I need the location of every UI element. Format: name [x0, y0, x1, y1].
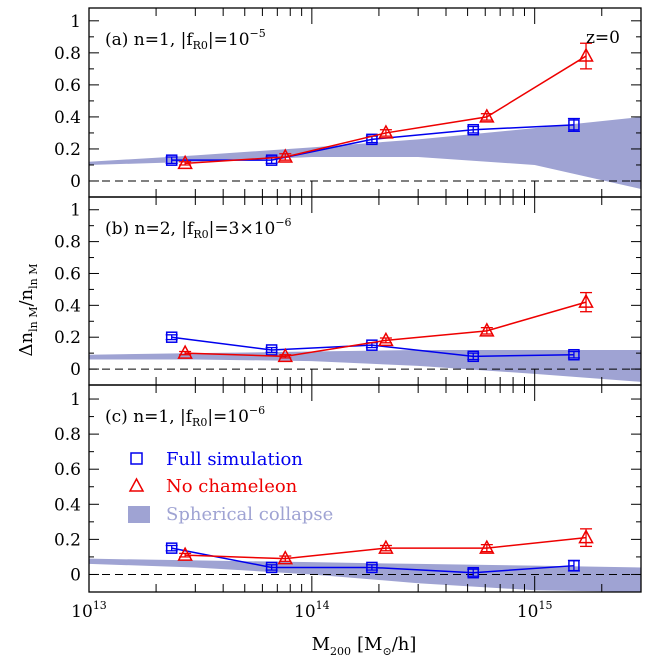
legend: Full simulation No chameleon Spherical c… [128, 449, 333, 525]
y-tick-label-b-3: 0.6 [54, 264, 81, 284]
full-point-b-1 [265, 344, 278, 356]
y-tick-label-c-2: 0.4 [54, 495, 81, 515]
svg-text:Δnln M/nln M: Δnln M/nln M [16, 263, 40, 356]
full-point-a-0 [165, 154, 178, 166]
full-point-a-1 [265, 154, 278, 166]
y-tick-label-a-1: 0.2 [54, 140, 81, 160]
panels-layer: 0 0.2 0.4 0.6 0.8 1 (a) n=1, |fR0|=10−5 z=0 0 0.2… [54, 7, 642, 622]
y-axis-title: Δnln M/nln M [16, 263, 40, 356]
legend-nocham-marker [128, 477, 145, 492]
y-tick-label-a-4: 0.8 [54, 44, 81, 64]
x-axis-title-unit: [M [357, 634, 382, 655]
full-point-a-3 [467, 123, 479, 136]
full-point-c-0 [165, 542, 178, 554]
legend-spherical-label: Spherical collapse [166, 504, 333, 525]
panel-label-a: (a) n=1, |fR0|=10−5 [105, 27, 266, 52]
full-point-c-1 [265, 561, 278, 574]
y-tick-label-c-1: 0.2 [54, 530, 81, 550]
y-tick-label-c-0: 0 [70, 565, 81, 585]
nocham-point-b-4 [578, 293, 594, 308]
y-axis-title-delta: Δn [16, 332, 37, 357]
x-axis-title-unit-end: /h] [392, 634, 417, 655]
nocham-line-b [185, 301, 587, 358]
panel-c: 0 0.2 0.4 0.6 0.8 1 (c) n=1, |fR0|=10−6 [54, 384, 642, 593]
nocham-point-c-0 [177, 546, 193, 561]
full-point-a-2 [366, 133, 378, 146]
full-point-b-4 [568, 348, 580, 361]
nocham-point-c-2 [378, 539, 394, 554]
nocham-point-b-0 [177, 344, 193, 359]
y-tick-label-c-5: 1 [70, 390, 81, 410]
full-point-b-3 [467, 350, 479, 363]
full-point-b-0 [165, 331, 178, 343]
legend-spherical-marker [128, 506, 150, 523]
full-point-b-2 [366, 339, 378, 351]
spherical-band-a [89, 116, 641, 189]
y-tick-label-b-1: 0.2 [54, 328, 81, 348]
y-tick-label-b-2: 0.4 [54, 296, 81, 316]
full-point-c-3 [467, 566, 479, 579]
y-tick-label-b-5: 1 [70, 201, 81, 221]
y-tick-label-a-5: 1 [70, 12, 81, 32]
nocham-point-b-3 [479, 322, 495, 337]
y-tick-label-a-3: 0.6 [54, 76, 81, 96]
y-tick-label-c-4: 0.8 [54, 425, 81, 445]
nocham-point-c-4 [578, 529, 594, 544]
y-tick-label-a-0: 0 [70, 172, 81, 192]
legend-full-label: Full simulation [166, 449, 303, 470]
nocham-point-a-2 [378, 124, 394, 139]
x-axis-title-sub: 200 [330, 645, 351, 658]
nocham-point-b-1 [277, 347, 294, 363]
nocham-point-a-3 [479, 108, 495, 123]
nocham-point-b-2 [378, 331, 394, 347]
x-tick-label-2: 1015 [517, 599, 553, 622]
full-point-a-4 [568, 119, 580, 131]
x-axis-title-main: M [312, 634, 330, 655]
full-point-c-4 [568, 559, 580, 572]
spherical-band-b [89, 349, 641, 382]
full-point-c-2 [366, 561, 378, 574]
redshift-label-a: z=0 [586, 28, 620, 48]
nocham-point-a-4 [578, 47, 594, 62]
nocham-point-a-1 [277, 148, 294, 163]
y-axis-title-sub1: ln M [27, 307, 40, 332]
x-axis-title: M200 [M⊙/h] [312, 634, 417, 658]
panel-a: 0 0.2 0.4 0.6 0.8 1 (a) n=1, |fR0|=10−5 z=0 [54, 7, 642, 198]
x-axis-title-unit-sub: ⊙ [382, 645, 391, 658]
nocham-point-c-1 [277, 550, 294, 565]
panel-label-c: (c) n=1, |fR0|=10−6 [105, 404, 265, 429]
y-tick-label-a-2: 0.4 [54, 108, 81, 128]
y-tick-label-c-3: 0.6 [54, 460, 81, 480]
y-tick-label-b-4: 0.8 [54, 233, 81, 253]
nocham-point-a-0 [177, 154, 193, 170]
nocham-point-c-3 [479, 539, 495, 554]
x-tick-label-1: 1014 [294, 599, 330, 622]
legend-full-marker [130, 452, 143, 465]
spherical-band-c [89, 558, 641, 592]
legend-nocham-label: No chameleon [166, 476, 298, 497]
y-tick-label-b-0: 0 [70, 360, 81, 380]
x-tick-label-0: 1013 [71, 599, 107, 622]
y-axis-title-sub2: ln M [27, 263, 40, 288]
y-axis-title-slash: /n [16, 288, 37, 306]
panel-label-b: (b) n=2, |fR0|=3×10−6 [105, 216, 292, 241]
panel-frame-c [88, 384, 642, 593]
panel-b: 0 0.2 0.4 0.6 0.8 1 (b) n=2, |fR0|=3×10−6 [54, 196, 642, 386]
